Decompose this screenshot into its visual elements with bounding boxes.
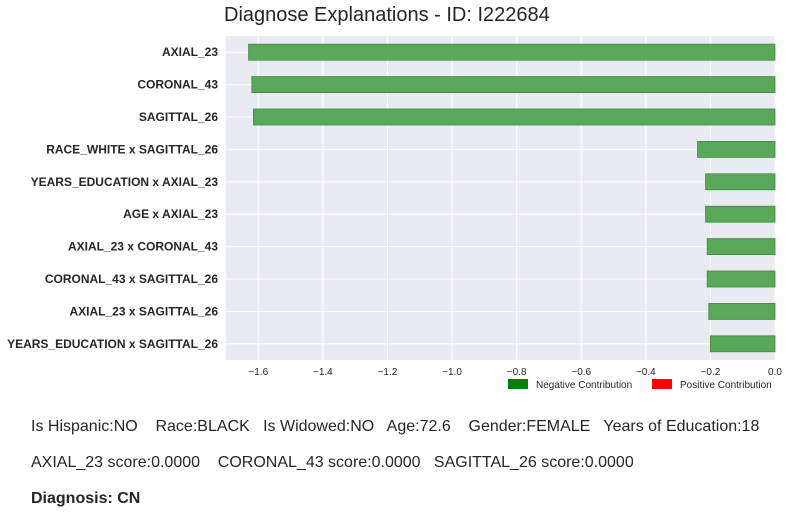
legend-swatch: [508, 379, 528, 389]
category-label: RACE_WHITE x SAGITTAL_26: [46, 142, 218, 156]
x-tick-label: −1.4: [313, 367, 333, 378]
x-tick-label: −1.2: [378, 367, 398, 378]
patient-demographics: Is Hispanic:NO Race:BLACK Is Widowed:NO …: [31, 418, 760, 435]
category-label: YEARS_EDUCATION x SAGITTAL_26: [7, 337, 218, 351]
category-label: CORONAL_43 x SAGITTAL_26: [45, 272, 218, 286]
x-tick-label: 0.0: [768, 367, 782, 378]
bar-chart: −1.6 −1.4 −1.2 −1.0 −0.8 −0.6 −0.4 −0.2 0.0 AXIAL…: [7, 36, 782, 391]
bar: [706, 270, 776, 288]
diagnosis-label: Diagnosis: CN: [31, 490, 141, 507]
legend-label: Negative Contribution: [536, 380, 632, 391]
x-tick-label: −1.6: [248, 367, 268, 378]
category-label: AXIAL_23: [162, 45, 218, 59]
x-tick-label: −0.8: [507, 367, 527, 378]
category-label: AXIAL_23 x SAGITTAL_26: [70, 304, 219, 318]
bar: [710, 335, 776, 353]
bar: [705, 205, 776, 223]
bar: [253, 108, 776, 126]
category-label: YEARS_EDUCATION x AXIAL_23: [31, 175, 219, 189]
bar: [251, 76, 776, 93]
chart-title: Diagnose Explanations - ID: I222684: [224, 4, 550, 26]
bar: [708, 302, 776, 320]
x-tick-label: −1.0: [442, 367, 462, 378]
x-tick-label: −0.2: [701, 367, 721, 378]
bar: [706, 238, 776, 256]
bar: [697, 140, 776, 158]
category-label: SAGITTAL_26: [139, 110, 218, 124]
bar: [248, 43, 776, 61]
legend-swatch: [652, 379, 672, 389]
x-tick-label: −0.6: [571, 367, 591, 378]
category-label: AGE x AXIAL_23: [123, 207, 218, 221]
region-scores: AXIAL_23 score:0.0000 CORONAL_43 score:0…: [31, 454, 634, 471]
category-label: AXIAL_23 x CORONAL_43: [68, 240, 218, 254]
category-label: CORONAL_43: [137, 78, 218, 92]
x-tick-label: −0.4: [636, 367, 656, 378]
bar: [705, 173, 776, 191]
legend-label: Positive Contribution: [680, 380, 772, 391]
